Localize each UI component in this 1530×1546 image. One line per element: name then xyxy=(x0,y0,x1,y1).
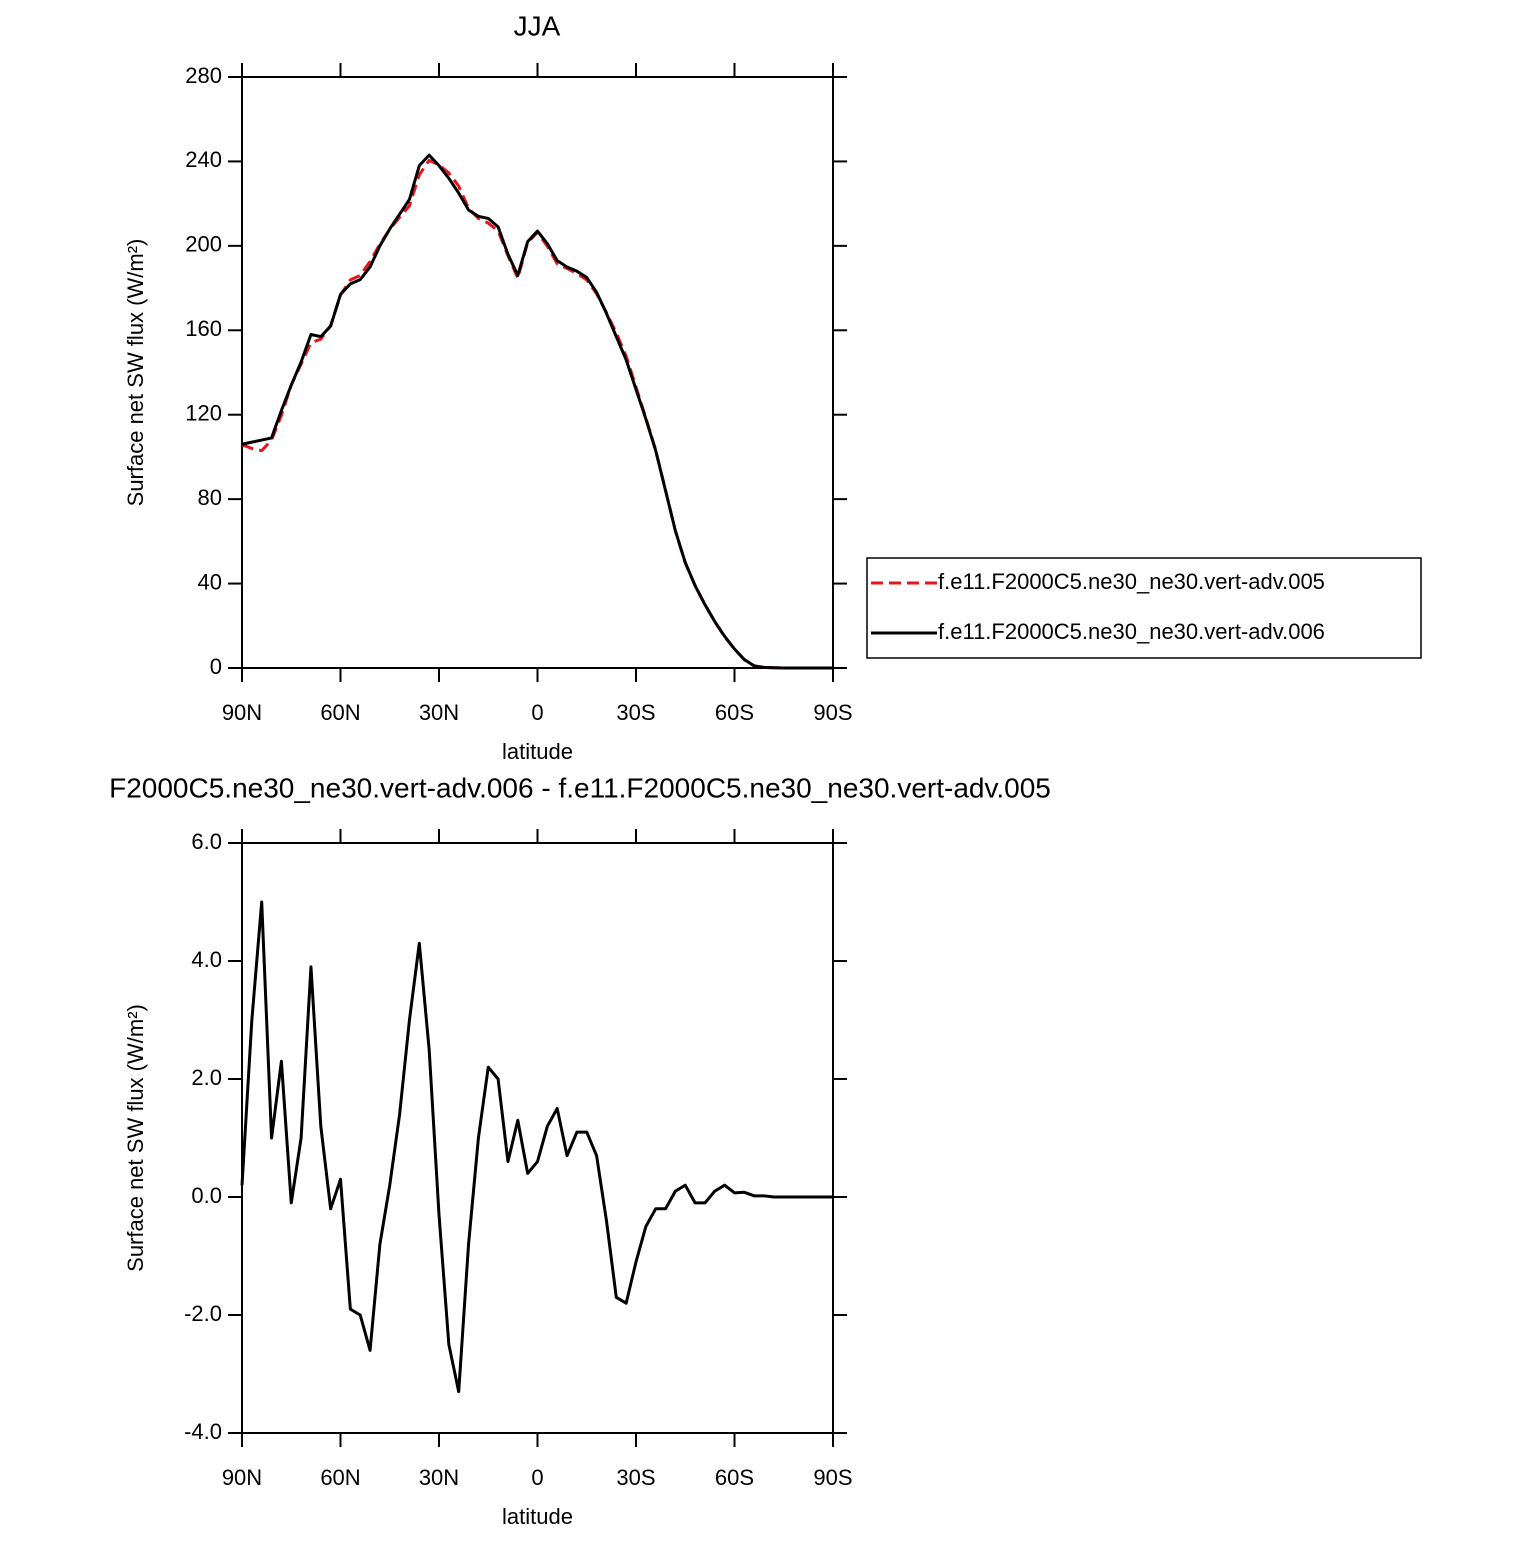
x-axis-label: latitude xyxy=(502,739,573,764)
y-tick-label: 4.0 xyxy=(191,947,222,972)
x-tick-label: 90S xyxy=(813,700,852,725)
y-tick-label: -4.0 xyxy=(184,1419,222,1444)
chart-title: JJA xyxy=(514,10,561,41)
legend-box xyxy=(866,557,1422,659)
y-tick-label: 200 xyxy=(185,232,222,257)
x-tick-label: 90N xyxy=(222,700,262,725)
y-tick-label: 6.0 xyxy=(191,829,222,854)
y-tick-label: 240 xyxy=(185,147,222,172)
x-tick-label: 30S xyxy=(616,700,655,725)
legend-label: f.e11.F2000C5.ne30_ne30.vert-adv.005 xyxy=(938,569,1325,594)
x-tick-label: 0 xyxy=(531,700,543,725)
data-line xyxy=(241,158,833,670)
y-tick-label: 0.0 xyxy=(191,1183,222,1208)
plot-frame xyxy=(241,76,834,669)
x-tick-label: 90N xyxy=(222,1465,262,1490)
x-tick-label: 60S xyxy=(715,700,754,725)
x-tick-label: 30N xyxy=(419,1465,459,1490)
x-tick-label: 60N xyxy=(320,1465,360,1490)
y-tick-label: 80 xyxy=(198,485,222,510)
x-tick-label: 30N xyxy=(419,700,459,725)
x-tick-label: 60S xyxy=(715,1465,754,1490)
y-tick-label: 120 xyxy=(185,401,222,426)
x-tick-label: 0 xyxy=(531,1465,543,1490)
chart-title: F2000C5.ne30_ne30.vert-adv.006 - f.e11.F… xyxy=(109,772,1051,803)
legend-label: f.e11.F2000C5.ne30_ne30.vert-adv.006 xyxy=(938,619,1325,644)
x-tick-label: 60N xyxy=(320,700,360,725)
x-axis-label: latitude xyxy=(502,1504,573,1529)
y-tick-label: 40 xyxy=(198,569,222,594)
data-line xyxy=(240,900,833,1394)
y-tick-label: 2.0 xyxy=(191,1065,222,1090)
x-tick-label: 30S xyxy=(616,1465,655,1490)
y-axis-label: Surface net SW flux (W/m²) xyxy=(123,1004,148,1272)
plot-frame xyxy=(241,842,834,1434)
y-tick-label: 160 xyxy=(185,316,222,341)
data-line xyxy=(241,153,833,670)
y-axis-label: Surface net SW flux (W/m²) xyxy=(123,239,148,507)
y-tick-label: 280 xyxy=(185,63,222,88)
y-tick-label: 0 xyxy=(210,654,222,679)
x-tick-label: 90S xyxy=(813,1465,852,1490)
y-tick-label: -2.0 xyxy=(184,1301,222,1326)
